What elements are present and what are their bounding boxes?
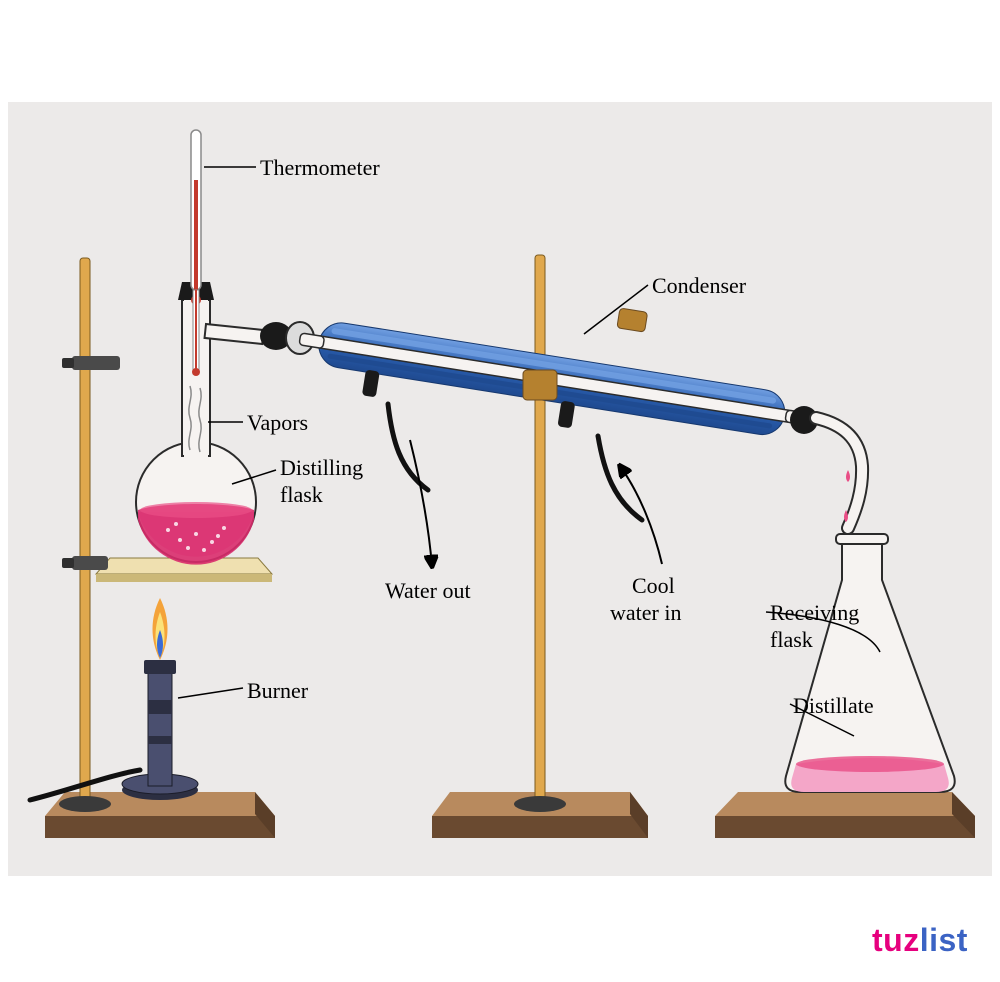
label-cool-2: water in xyxy=(610,600,681,626)
thermometer xyxy=(191,130,201,376)
label-water-out: Water out xyxy=(385,578,471,604)
watermark-logo: tuzlist xyxy=(872,922,968,959)
stand-base-3 xyxy=(715,792,975,838)
label-thermometer: Thermometer xyxy=(260,155,380,181)
label-distilling-2: flask xyxy=(280,482,323,508)
diagram-svg xyxy=(0,0,1000,977)
upper-clamp xyxy=(62,356,120,370)
label-vapors: Vapors xyxy=(247,410,308,436)
label-distillate: Distillate xyxy=(793,693,874,719)
watermark-rest: list xyxy=(920,922,968,958)
diagram-canvas xyxy=(0,0,1000,977)
watermark-bold: tuz xyxy=(872,922,920,958)
label-cool-1: Cool xyxy=(632,573,675,599)
label-condenser: Condenser xyxy=(652,273,746,299)
label-receiving-1: Receiving xyxy=(770,600,859,626)
label-receiving-2: flask xyxy=(770,627,813,653)
label-burner: Burner xyxy=(247,678,308,704)
label-distilling-1: Distilling xyxy=(280,455,363,481)
stand-bases xyxy=(45,792,975,838)
